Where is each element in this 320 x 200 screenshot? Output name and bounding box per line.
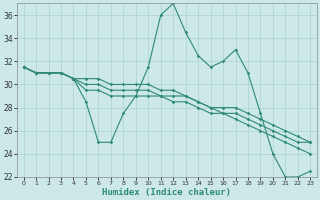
- X-axis label: Humidex (Indice chaleur): Humidex (Indice chaleur): [102, 188, 231, 197]
